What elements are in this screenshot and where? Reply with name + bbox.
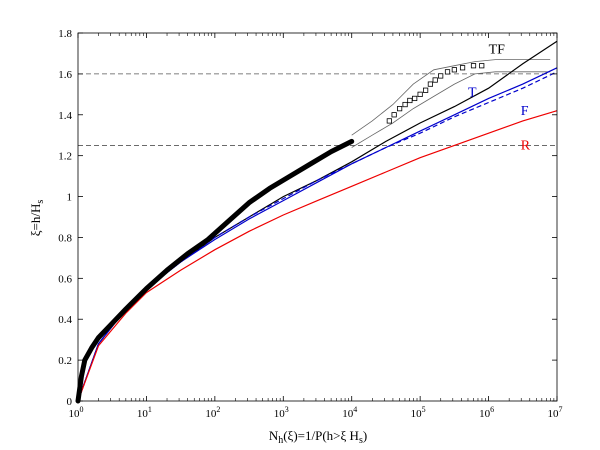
y-tick-label: 1 bbox=[67, 192, 73, 204]
y-tick-label: 1.6 bbox=[58, 69, 72, 81]
empirical-point bbox=[391, 112, 397, 118]
empirical-point bbox=[412, 95, 418, 102]
y-tick-label: 0.6 bbox=[58, 273, 72, 285]
empirical-point bbox=[444, 69, 451, 75]
y-tick-label: 0.8 bbox=[58, 232, 72, 244]
y-tick-label: 1.2 bbox=[58, 151, 72, 163]
axes: 0 0.2 0.4 0.6 0.8 1 1.2 1.4 1.6 1.8 100 101 102 103 10… bbox=[58, 28, 562, 420]
x-label-n: N bbox=[269, 428, 279, 443]
y-axis-label: ξ=h/Hs bbox=[28, 200, 46, 237]
x-tick-label: 102 bbox=[205, 405, 220, 420]
series-label-r: R bbox=[521, 139, 531, 154]
x-tick-label: 106 bbox=[479, 405, 494, 420]
empirical-point bbox=[407, 97, 413, 104]
empirical-point bbox=[423, 87, 429, 93]
x-tick-label: 104 bbox=[342, 405, 357, 420]
empirical-point bbox=[397, 106, 403, 112]
y-tick-label: 1.4 bbox=[58, 110, 72, 122]
x-label-sub2: s bbox=[359, 435, 363, 446]
x-tick-label: 101 bbox=[137, 405, 152, 420]
series-label-tf: TF bbox=[489, 42, 506, 57]
series-line-r bbox=[77, 110, 558, 402]
y-tick-label: 0.4 bbox=[58, 314, 72, 326]
x-tick-label: 100 bbox=[69, 405, 84, 420]
empirical-point bbox=[451, 67, 457, 73]
x-tick-label: 105 bbox=[411, 405, 426, 420]
empirical-point bbox=[438, 73, 444, 79]
y-label-main: ξ=h/H bbox=[28, 204, 43, 237]
x-tick-label: 103 bbox=[274, 405, 289, 420]
confidence-lower bbox=[351, 71, 551, 148]
y-tick-label: 0 bbox=[67, 396, 73, 408]
y-tick-label: 1.8 bbox=[58, 28, 72, 40]
y-tick-label: 0.2 bbox=[58, 355, 72, 367]
x-tick-label: 107 bbox=[548, 405, 563, 420]
empirical-point bbox=[417, 91, 423, 97]
x-label-rest: (ξ)=1/P(h>ξ H bbox=[283, 428, 359, 443]
series-line-f bbox=[77, 71, 558, 402]
x-label-end: ) bbox=[363, 428, 367, 443]
empirical-point bbox=[432, 77, 438, 83]
empirical-curve bbox=[75, 138, 355, 404]
x-axis-label: Nh(ξ)=1/P(h>ξ Hs) bbox=[269, 428, 367, 446]
series-label-t: T bbox=[468, 85, 477, 100]
empirical-point bbox=[386, 118, 392, 124]
empirical-point bbox=[479, 63, 485, 69]
axes-frame bbox=[77, 32, 558, 402]
empirical-point bbox=[427, 81, 434, 87]
series-label-f: F bbox=[521, 104, 529, 119]
empirical-point bbox=[459, 65, 466, 71]
y-label-sub: s bbox=[35, 200, 46, 204]
confidence-upper bbox=[351, 59, 551, 136]
empirical-point bbox=[470, 63, 477, 69]
empirical-point bbox=[402, 101, 408, 108]
x-label-sub: h bbox=[278, 435, 283, 446]
